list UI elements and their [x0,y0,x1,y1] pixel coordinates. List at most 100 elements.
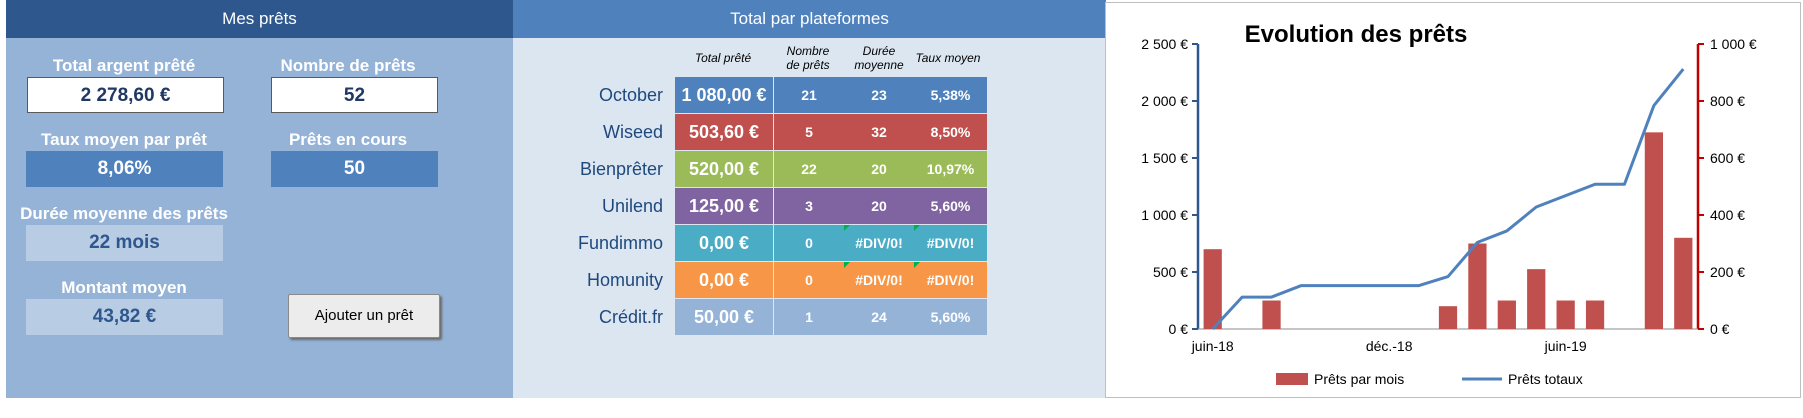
montant-moyen-label: Montant moyen [61,278,187,297]
error-indicator-icon [844,262,850,268]
platform-nombre-value: 22 [801,161,817,177]
plateformes-panel: Total par plateformes Total prêté Nombre… [513,0,1106,398]
add-loan-button[interactable]: Ajouter un prêt [288,294,440,338]
platform-total-cell[interactable]: 0,00 € [675,262,773,298]
bar-prets-par-mois [1585,300,1605,329]
platform-taux-value: 5,38% [930,87,971,103]
platform-taux-cell[interactable]: #DIV/0! [914,262,987,298]
platform-taux-cell[interactable]: 5,38% [914,77,987,113]
platform-duree-value: #DIV/0! [855,235,903,251]
platform-total-value: 50,00 € [693,307,755,327]
platform-duree-cell[interactable]: 23 [844,77,914,113]
y-left-tick-label: 500 € [1153,264,1188,280]
platform-taux-value: 10,97% [926,161,975,177]
platform-duree-cell[interactable]: 24 [844,299,914,335]
legend-bar-swatch [1276,373,1308,385]
bar-prets-par-mois [1262,300,1281,329]
mes-prets-header: Mes prêts [6,0,513,38]
y-left-tick-label: 1 500 € [1141,150,1188,166]
platform-nombre-cell[interactable]: 5 [774,114,844,150]
platform-total-cell[interactable]: 1 080,00 € [675,77,773,113]
platform-total-value: 125,00 € [688,196,760,216]
bar-prets-par-mois [1644,132,1663,329]
montant-moyen-value[interactable]: 43,82 € [26,299,223,335]
col-header-total: Total prêté [694,51,752,65]
total-argent-value[interactable]: 2 278,60 € [27,77,224,113]
bar-prets-par-mois [1674,237,1693,329]
plateformes-header: Total par plateformes [513,0,1106,38]
platform-total-cell[interactable]: 125,00 € [675,188,773,224]
prets-cours-value[interactable]: 50 [271,151,438,187]
y-right-tick-label: 400 € [1710,207,1745,223]
col-header-nombre: Nombre de prêts [773,44,843,72]
y-left-tick-label: 2 000 € [1141,93,1188,109]
x-tick-label: déc.-18 [1366,338,1413,354]
platform-nombre-cell[interactable]: 22 [774,151,844,187]
platform-nombre-cell[interactable]: 0 [774,262,844,298]
y-left-tick-label: 0 € [1169,321,1189,337]
y-right-tick-label: 0 € [1710,321,1730,337]
platform-nombre-value: 21 [801,87,817,103]
duree-moyenne-value[interactable]: 22 mois [26,225,223,261]
platform-name: October [598,85,663,105]
platform-taux-value: #DIV/0! [926,272,975,288]
prets-cours-label: Prêts en cours [288,130,408,149]
platform-nombre-cell[interactable]: 0 [774,225,844,261]
chart-panel[interactable]: Evolution des prêts 0 € 500 € 1 000 € 1 500… [1105,2,1801,398]
legend-line-label: Prêts totaux [1508,371,1583,387]
platform-total-cell[interactable]: 0,00 € [675,225,773,261]
mes-prets-panel: Mes prêts Total argent prêté 2 278,60 € … [6,0,513,398]
nombre-prets-label: Nombre de prêts [280,56,416,75]
platform-total-value: 0,00 € [698,270,750,290]
bar-prets-par-mois [1527,269,1546,329]
platform-taux-cell[interactable]: 5,60% [914,299,987,335]
col-header-duree: Durée moyenne [844,44,914,72]
platform-nombre-cell[interactable]: 21 [774,77,844,113]
platform-duree-cell[interactable]: 32 [844,114,914,150]
platform-duree-value: 23 [871,87,887,103]
platform-name: Fundimmo [577,233,663,253]
platform-duree-cell[interactable]: #DIV/0! [844,225,914,261]
bar-prets-par-mois [1556,300,1575,329]
y-left-tick-label: 2 500 € [1141,36,1188,52]
platform-name: Homunity [586,270,663,290]
nombre-prets-value[interactable]: 52 [271,77,438,113]
bar-prets-par-mois [1468,243,1487,329]
platform-nombre-value: 1 [805,309,813,325]
y-right-tick-label: 600 € [1710,150,1745,166]
platform-taux-cell[interactable]: #DIV/0! [914,225,987,261]
platform-total-value: 520,00 € [688,159,760,179]
platform-nombre-cell[interactable]: 3 [774,188,844,224]
platform-name: Bienprêter [579,159,663,179]
platform-duree-cell[interactable]: #DIV/0! [844,262,914,298]
platform-total-cell[interactable]: 520,00 € [675,151,773,187]
legend-bar-label: Prêts par mois [1314,371,1404,387]
y-right-tick-label: 1 000 € [1710,36,1757,52]
platform-duree-value: 24 [871,309,887,325]
platform-taux-cell[interactable]: 10,97% [914,151,987,187]
platform-name: Wiseed [602,122,663,142]
y-left-tick-label: 1 000 € [1141,207,1188,223]
platform-taux-value: #DIV/0! [926,235,975,251]
platform-taux-cell[interactable]: 5,60% [914,188,987,224]
y-right-tick-label: 800 € [1710,93,1745,109]
duree-moyenne-label: Durée moyenne des prêts [20,204,228,223]
line-prets-totaux [1211,68,1685,331]
platform-total-cell[interactable]: 50,00 € [675,299,773,335]
platform-taux-cell[interactable]: 8,50% [914,114,987,150]
platform-duree-value: 20 [871,161,887,177]
platform-nombre-cell[interactable]: 1 [774,299,844,335]
taux-moyen-value[interactable]: 8,06% [26,151,223,187]
chart-title: Evolution des prêts [1244,21,1468,48]
platform-name: Unilend [601,196,663,216]
error-indicator-icon [914,262,920,268]
platform-duree-cell[interactable]: 20 [844,151,914,187]
platform-nombre-value: 0 [805,235,813,251]
platform-duree-value: 20 [871,198,887,214]
platform-duree-cell[interactable]: 20 [844,188,914,224]
platform-total-cell[interactable]: 503,60 € [675,114,773,150]
error-indicator-icon [914,225,920,231]
platform-duree-value: #DIV/0! [855,272,903,288]
platform-total-value: 0,00 € [698,233,750,253]
col-header-duree-line2: moyenne [854,58,904,72]
